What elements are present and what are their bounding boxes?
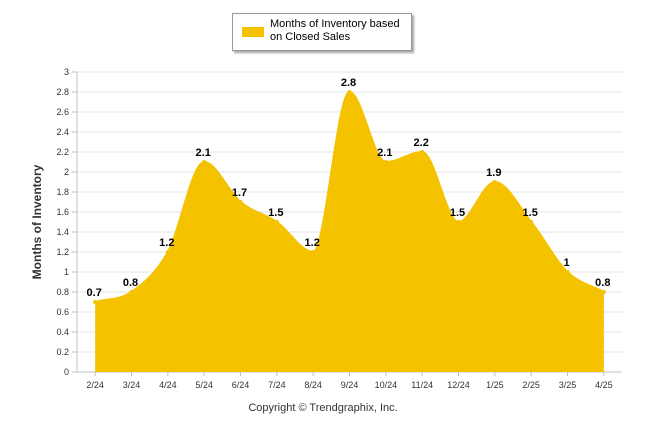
data-point [93, 300, 98, 304]
y-tick-label: 0.6 [56, 307, 69, 317]
x-tick-label: 11/24 [411, 380, 433, 390]
x-tick-label: 5/24 [195, 380, 213, 390]
x-tick-label: 8/24 [304, 380, 322, 390]
x-tick-label: 1/25 [486, 380, 504, 390]
data-point [492, 180, 497, 184]
data-point [565, 270, 570, 274]
data-label: 1.2 [305, 237, 320, 249]
data-label: 2.8 [341, 77, 356, 89]
x-tick-label: 12/24 [447, 380, 470, 390]
data-point [311, 250, 316, 254]
data-label: 0.7 [87, 287, 102, 299]
y-tick-label: 2.8 [56, 87, 69, 97]
series-line [94, 90, 605, 303]
data-point [274, 220, 279, 224]
x-tick-label: 2/24 [86, 380, 104, 390]
x-tick-label: 7/24 [268, 380, 286, 390]
data-point [529, 220, 534, 224]
data-label: 0.8 [123, 277, 138, 289]
data-point [383, 160, 388, 164]
x-tick-label: 4/24 [159, 380, 177, 390]
data-label: 2.1 [196, 147, 211, 159]
x-tick-label: 9/24 [341, 380, 359, 390]
data-label: 1 [563, 257, 569, 269]
y-tick-label: 0.4 [56, 327, 69, 337]
data-point [601, 290, 606, 294]
y-axis-title: Months of Inventory [30, 164, 44, 279]
legend: Months of Inventory based on Closed Sale… [232, 13, 412, 51]
data-label: 2.2 [414, 137, 429, 149]
y-tick-label: 1.2 [56, 247, 69, 257]
y-tick-label: 0 [64, 367, 69, 377]
y-tick-label: 2 [64, 167, 69, 177]
y-tick-label: 3 [64, 67, 69, 77]
data-point [202, 160, 207, 164]
y-tick-label: 1.6 [56, 207, 69, 217]
data-point [129, 290, 134, 294]
data-label: 1.7 [232, 187, 247, 199]
data-label: 1.2 [159, 237, 174, 249]
y-tick-label: 1.8 [56, 187, 69, 197]
data-point [165, 250, 170, 254]
data-label: 1.5 [268, 207, 283, 219]
data-label: 1.9 [486, 167, 501, 179]
copyright-text: Copyright © Trendgraphix, Inc. [248, 402, 398, 414]
x-tick-label: 6/24 [232, 380, 250, 390]
y-tick-label: 2.2 [56, 147, 69, 157]
y-tick-label: 2.6 [56, 107, 69, 117]
data-point [420, 150, 425, 154]
x-tick-label: 2/25 [522, 380, 540, 390]
y-tick-label: 1 [64, 267, 69, 277]
data-point [238, 200, 243, 204]
x-tick-label: 3/25 [559, 380, 577, 390]
data-label: 2.1 [377, 147, 392, 159]
x-tick-label: 3/24 [123, 380, 141, 390]
y-tick-label: 1.4 [56, 227, 69, 237]
data-label: 1.5 [450, 207, 465, 219]
series-area [95, 92, 604, 372]
data-label: 1.5 [523, 207, 538, 219]
data-point [347, 90, 352, 94]
data-point [456, 220, 461, 224]
data-label: 0.8 [595, 277, 610, 289]
legend-label: Months of Inventory based on Closed Sale… [270, 18, 400, 43]
y-tick-label: 0.2 [56, 347, 69, 357]
legend-swatch [242, 27, 264, 37]
x-tick-label: 4/25 [595, 380, 613, 390]
y-tick-label: 2.4 [56, 127, 69, 137]
x-tick-label: 10/24 [375, 380, 398, 390]
y-tick-label: 0.8 [56, 287, 69, 297]
